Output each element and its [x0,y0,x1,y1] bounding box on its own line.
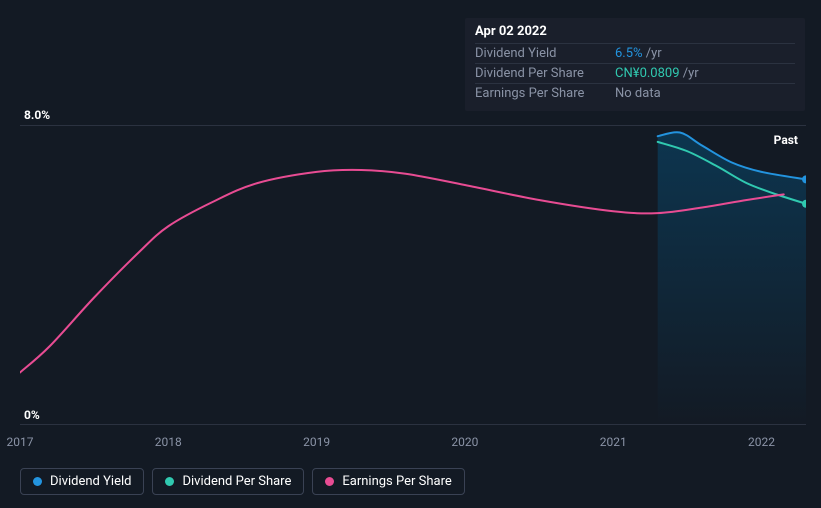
legend-item-label: Dividend Yield [50,474,131,489]
tooltip-row-label: Earnings Per Share [475,86,615,101]
legend-item-dividend-yield[interactable]: Dividend Yield [20,468,144,495]
legend-item-earnings-per-share[interactable]: Earnings Per Share [312,468,464,495]
legend: Dividend Yield Dividend Per Share Earnings… [20,468,465,495]
legend-item-dividend-per-share[interactable]: Dividend Per Share [152,468,304,495]
tooltip-row: Dividend Per ShareCN¥0.0809 /yr [475,63,795,83]
tooltip-rows: Dividend Yield6.5% /yrDividend Per Share… [475,43,795,103]
x-tick: 2019 [303,435,330,449]
legend-dot-icon [165,477,174,486]
x-axis: 201720182019202020212022 [20,435,806,455]
y-axis-max-label: 8.0% [24,108,50,122]
legend-dot-icon [325,477,334,486]
tooltip-row-label: Dividend Yield [475,46,615,61]
tooltip-row: Earnings Per ShareNo data [475,83,795,103]
tooltip-row-label: Dividend Per Share [475,66,615,81]
chart-svg [20,125,806,425]
x-tick: 2022 [748,435,775,449]
tooltip-row-value: 6.5% /yr [615,46,662,61]
chart-area[interactable]: Past [20,125,806,425]
tooltip-panel: Apr 02 2022 Dividend Yield6.5% /yrDivide… [465,18,805,111]
tooltip-row: Dividend Yield6.5% /yr [475,43,795,63]
past-label: Past [774,133,798,147]
x-tick: 2020 [451,435,478,449]
tooltip-row-value: CN¥0.0809 /yr [615,66,699,81]
legend-item-label: Earnings Per Share [342,474,451,489]
legend-item-label: Dividend Per Share [182,474,291,489]
legend-dot-icon [33,477,42,486]
x-tick: 2018 [155,435,182,449]
tooltip-date: Apr 02 2022 [475,24,795,43]
x-tick: 2021 [600,435,627,449]
x-tick: 2017 [7,435,34,449]
tooltip-row-value: No data [615,86,661,101]
